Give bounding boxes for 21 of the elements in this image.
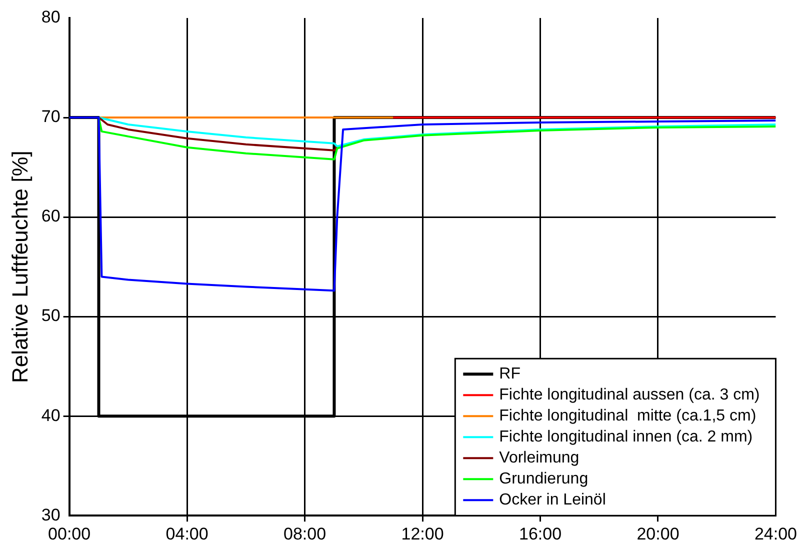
y-axis-title: Relative Luftfeuchte [%] [7,150,32,383]
x-tick-label: 12:00 [401,524,444,544]
x-tick-label: 00:00 [48,524,91,544]
legend-label: Fichte longitudinal innen (ca. 2 mm) [499,428,753,446]
x-tick-label: 24:00 [754,524,798,544]
y-tick-label: 50 [41,306,60,326]
legend-label: Vorleimung [499,450,580,467]
y-tick-label: 60 [41,206,60,226]
x-tick-label: 16:00 [518,524,562,544]
y-tick-label: 40 [41,406,60,425]
legend-label: Ocker in Leinöl [499,492,606,509]
legend-label: Fichte longitudinal mitte (ca.1,5 cm) [499,408,756,425]
x-tick-label: 08:00 [284,524,326,544]
legend-label: RF [499,366,521,383]
y-tick-label: 70 [41,107,60,126]
x-tick-label: 20:00 [636,524,680,544]
y-tick-label: 30 [41,505,60,524]
legend-label: Grundierung [499,470,588,488]
y-tick-label: 80 [41,8,60,27]
legend-label: Fichte longitudinal aussen (ca. 3 cm) [499,386,760,404]
x-tick-label: 04:00 [166,524,208,544]
